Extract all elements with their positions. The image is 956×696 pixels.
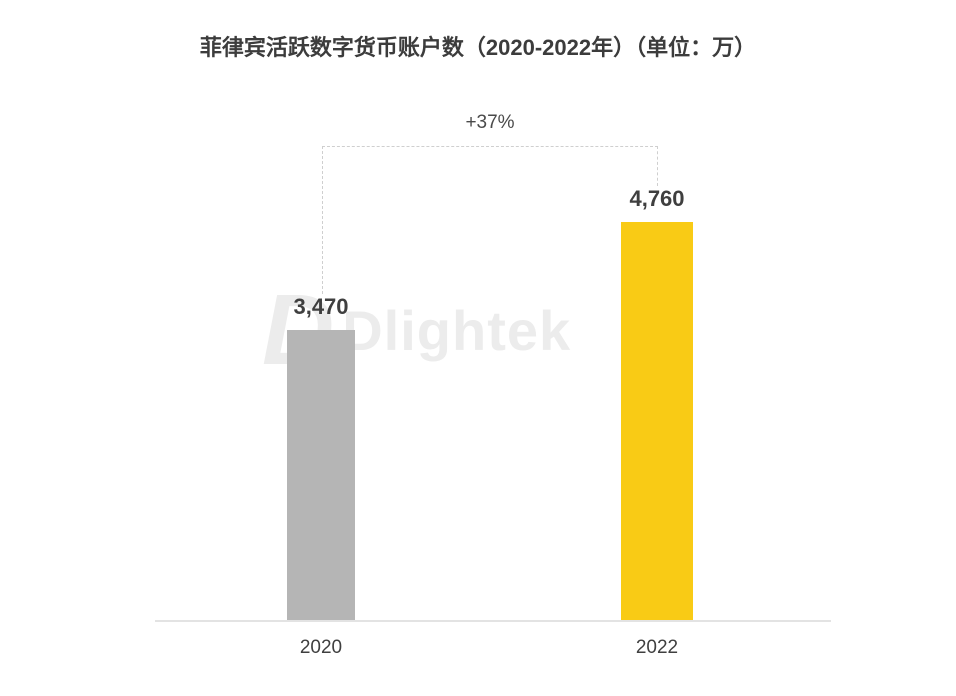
chart-title: 菲律宾活跃数字货币账户数（2020-2022年）（单位：万） [199, 35, 757, 60]
bracket-line-right [657, 146, 658, 186]
watermark: D Dlightek [262, 280, 571, 380]
bar-value-label-2020: 3,470 [293, 294, 349, 319]
bar-group-2020: 3,470 [287, 294, 355, 620]
growth-annotation: +37% [465, 112, 515, 133]
bracket-line-left [322, 146, 323, 294]
bracket-line-top [322, 146, 658, 147]
brand-name: Dlightek [342, 298, 572, 362]
bar-2020 [287, 330, 355, 620]
bar-value-label-2022: 4,760 [629, 186, 685, 211]
x-axis-line [155, 620, 831, 622]
x-axis-label-2020: 2020 [299, 637, 343, 658]
bar-2022 [621, 222, 693, 620]
x-axis-label-2022: 2022 [635, 637, 679, 658]
bar-group-2022: 4,760 [621, 186, 693, 620]
